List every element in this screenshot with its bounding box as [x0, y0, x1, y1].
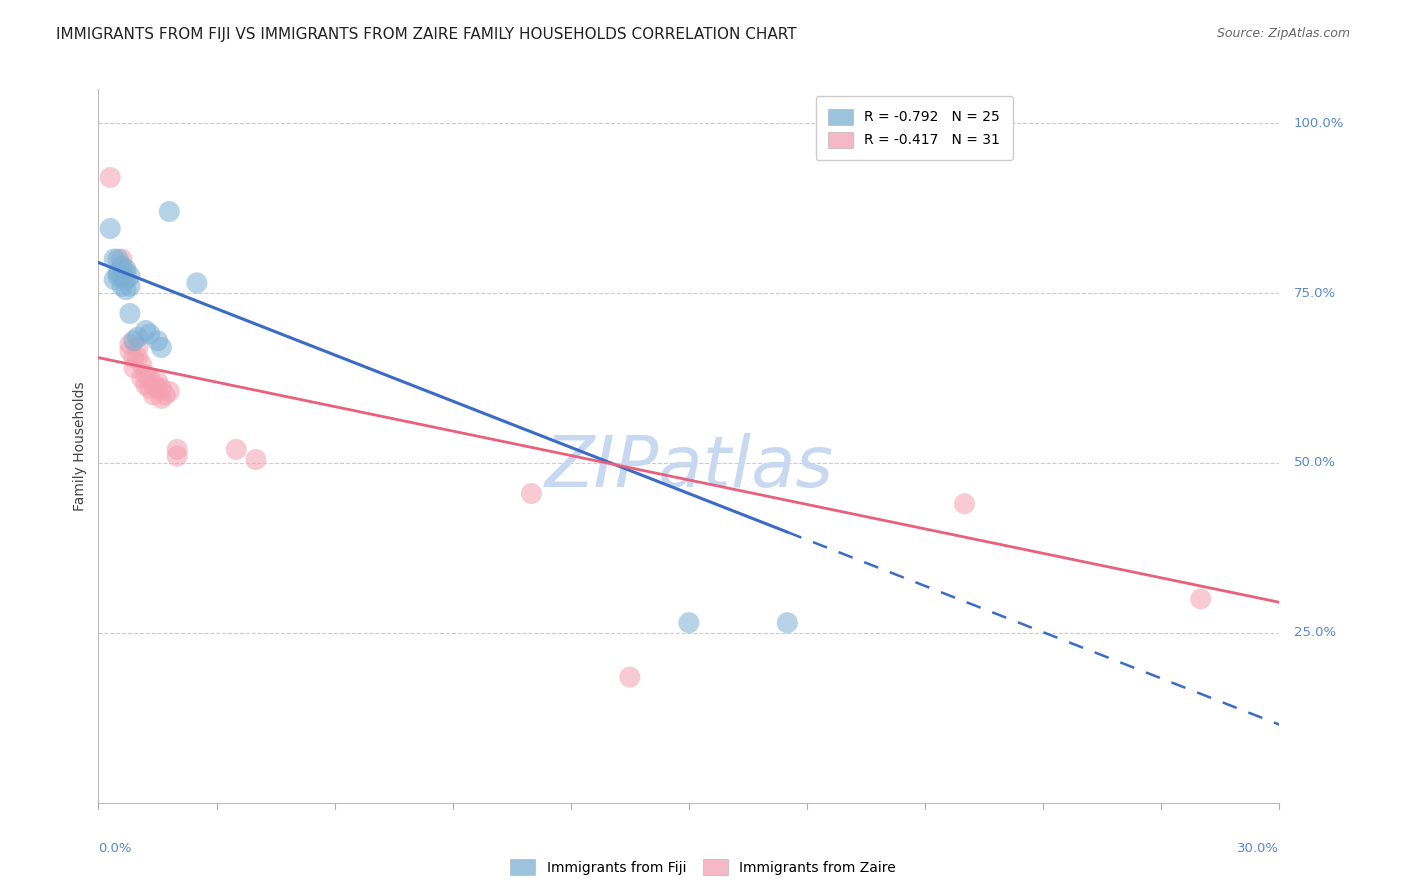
Point: [127, 330, 149, 344]
Point: [115, 262, 138, 277]
Point: [107, 269, 129, 284]
Point: [157, 384, 180, 399]
Point: [619, 670, 641, 684]
Point: [115, 283, 138, 297]
Point: [98, 170, 121, 185]
Point: [166, 449, 188, 463]
Point: [245, 452, 267, 467]
Point: [150, 341, 173, 355]
Point: [131, 358, 153, 372]
Point: [150, 381, 173, 395]
Legend: Immigrants from Fiji, Immigrants from Zaire: Immigrants from Fiji, Immigrants from Za…: [505, 854, 901, 880]
Point: [122, 351, 145, 365]
Point: [138, 381, 160, 395]
Text: Source: ZipAtlas.com: Source: ZipAtlas.com: [1216, 27, 1350, 40]
Text: 0.0%: 0.0%: [98, 842, 132, 855]
Point: [135, 323, 157, 337]
Text: ZIPatlas: ZIPatlas: [544, 433, 834, 502]
Y-axis label: Family Households: Family Households: [73, 381, 87, 511]
Text: 25.0%: 25.0%: [1294, 626, 1336, 640]
Point: [142, 388, 165, 402]
Text: 50.0%: 50.0%: [1294, 457, 1336, 469]
Point: [127, 351, 149, 365]
Legend: R = -0.792   N = 25, R = -0.417   N = 31: R = -0.792 N = 25, R = -0.417 N = 31: [815, 96, 1012, 161]
Point: [118, 279, 141, 293]
Point: [150, 392, 173, 406]
Point: [186, 276, 208, 290]
Point: [131, 371, 153, 385]
Point: [135, 368, 157, 382]
Point: [107, 266, 129, 280]
Point: [135, 377, 157, 392]
Text: 75.0%: 75.0%: [1294, 286, 1336, 300]
Text: 30.0%: 30.0%: [1237, 842, 1279, 855]
Point: [111, 259, 134, 273]
Text: 100.0%: 100.0%: [1294, 117, 1344, 129]
Point: [122, 360, 145, 375]
Point: [127, 341, 149, 355]
Point: [118, 306, 141, 320]
Point: [953, 497, 976, 511]
Point: [118, 269, 141, 284]
Point: [111, 269, 134, 284]
Point: [225, 442, 247, 457]
Point: [146, 375, 169, 389]
Point: [1189, 591, 1212, 606]
Point: [98, 221, 121, 235]
Text: IMMIGRANTS FROM FIJI VS IMMIGRANTS FROM ZAIRE FAMILY HOUSEHOLDS CORRELATION CHAR: IMMIGRANTS FROM FIJI VS IMMIGRANTS FROM …: [56, 27, 797, 42]
Point: [115, 272, 138, 286]
Point: [157, 204, 180, 219]
Point: [118, 337, 141, 351]
Point: [138, 326, 160, 341]
Point: [155, 388, 177, 402]
Point: [138, 371, 160, 385]
Point: [103, 272, 125, 286]
Point: [103, 252, 125, 266]
Point: [678, 615, 700, 630]
Point: [166, 442, 188, 457]
Point: [520, 486, 543, 500]
Point: [118, 343, 141, 358]
Point: [122, 334, 145, 348]
Point: [142, 377, 165, 392]
Point: [115, 266, 138, 280]
Point: [146, 381, 169, 395]
Point: [776, 615, 799, 630]
Point: [107, 252, 129, 266]
Point: [111, 252, 134, 266]
Point: [146, 334, 169, 348]
Point: [111, 279, 134, 293]
